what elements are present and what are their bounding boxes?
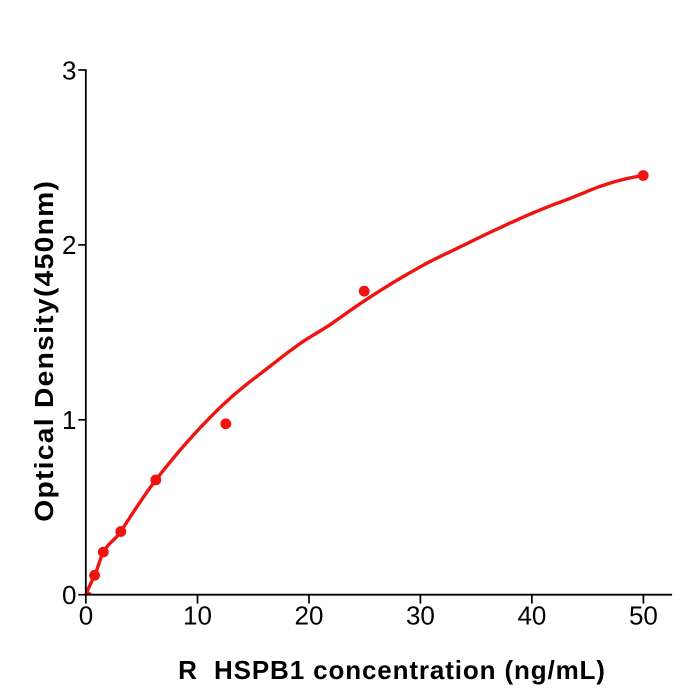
svg-text:40: 40: [517, 601, 546, 631]
svg-text:50: 50: [629, 601, 658, 631]
svg-text:10: 10: [183, 601, 212, 631]
svg-text:3: 3: [62, 55, 76, 85]
svg-text:Optical Density(450nm): Optical Density(450nm): [29, 180, 59, 522]
svg-text:0: 0: [79, 601, 93, 631]
svg-text:2: 2: [62, 230, 76, 260]
svg-text:30: 30: [406, 601, 435, 631]
svg-text:1: 1: [62, 405, 76, 435]
svg-text:20: 20: [295, 601, 324, 631]
svg-text:0: 0: [62, 580, 76, 610]
svg-text:R HSPB1 concentration (ng/mL): R HSPB1 concentration (ng/mL): [178, 655, 606, 685]
